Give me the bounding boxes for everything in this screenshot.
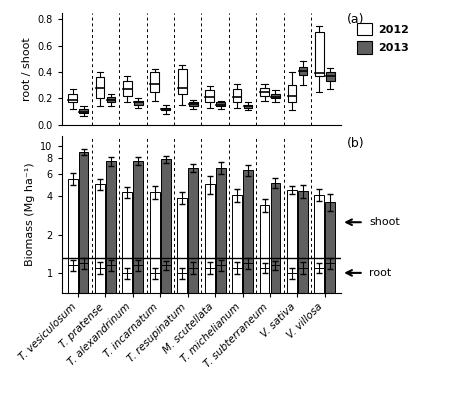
Bar bbox=[216, 265, 226, 418]
Bar bbox=[161, 159, 171, 418]
Bar bbox=[287, 190, 297, 418]
Bar bbox=[106, 161, 116, 418]
Bar bbox=[288, 85, 296, 102]
Bar bbox=[271, 94, 280, 98]
Bar bbox=[161, 265, 171, 418]
Bar bbox=[298, 191, 308, 418]
Bar bbox=[260, 268, 269, 418]
Y-axis label: root / shoot: root / shoot bbox=[22, 37, 32, 100]
Bar bbox=[232, 268, 242, 418]
Bar bbox=[134, 265, 143, 418]
Bar bbox=[188, 168, 198, 418]
Bar bbox=[326, 72, 335, 81]
Bar bbox=[79, 109, 88, 113]
Text: shoot: shoot bbox=[369, 217, 400, 227]
Bar bbox=[243, 170, 253, 418]
Bar bbox=[178, 69, 187, 94]
Bar bbox=[150, 72, 159, 92]
Bar bbox=[244, 105, 253, 107]
Bar bbox=[298, 268, 308, 418]
Bar bbox=[325, 263, 335, 418]
Bar bbox=[325, 202, 335, 418]
Bar bbox=[106, 265, 116, 418]
Bar bbox=[271, 183, 281, 418]
Bar bbox=[216, 168, 226, 418]
Bar bbox=[205, 90, 214, 102]
Bar bbox=[96, 77, 104, 98]
Bar bbox=[243, 263, 253, 418]
Bar bbox=[162, 107, 170, 110]
Bar bbox=[260, 205, 269, 418]
Text: (a): (a) bbox=[347, 13, 365, 25]
Bar bbox=[95, 184, 105, 418]
Bar bbox=[79, 263, 89, 418]
Bar bbox=[79, 152, 89, 418]
Legend: 2012, 2013: 2012, 2013 bbox=[353, 18, 413, 58]
Bar bbox=[150, 273, 160, 418]
Bar bbox=[314, 268, 324, 418]
Bar bbox=[205, 268, 215, 418]
Text: (b): (b) bbox=[347, 137, 365, 150]
Bar bbox=[260, 88, 269, 96]
Bar bbox=[271, 265, 281, 418]
Bar bbox=[68, 94, 77, 102]
Bar bbox=[314, 195, 324, 418]
Bar bbox=[189, 102, 198, 106]
Bar bbox=[150, 192, 160, 418]
Bar bbox=[232, 195, 242, 418]
Bar bbox=[68, 265, 78, 418]
Bar bbox=[233, 89, 241, 102]
Bar bbox=[287, 273, 297, 418]
Bar bbox=[188, 268, 198, 418]
Text: root: root bbox=[369, 268, 392, 278]
Bar bbox=[205, 184, 215, 418]
Bar bbox=[95, 268, 105, 418]
Bar bbox=[122, 192, 132, 418]
Bar bbox=[123, 81, 132, 96]
Bar bbox=[107, 97, 115, 102]
Bar bbox=[122, 273, 132, 418]
Bar bbox=[68, 178, 78, 418]
Bar bbox=[315, 32, 324, 76]
Bar bbox=[177, 273, 187, 418]
Bar bbox=[299, 66, 307, 74]
Bar bbox=[216, 102, 225, 106]
Bar bbox=[134, 101, 143, 105]
Y-axis label: Biomass (Mg ha⁻¹): Biomass (Mg ha⁻¹) bbox=[25, 162, 35, 266]
Bar bbox=[134, 161, 143, 418]
Bar bbox=[177, 198, 187, 418]
